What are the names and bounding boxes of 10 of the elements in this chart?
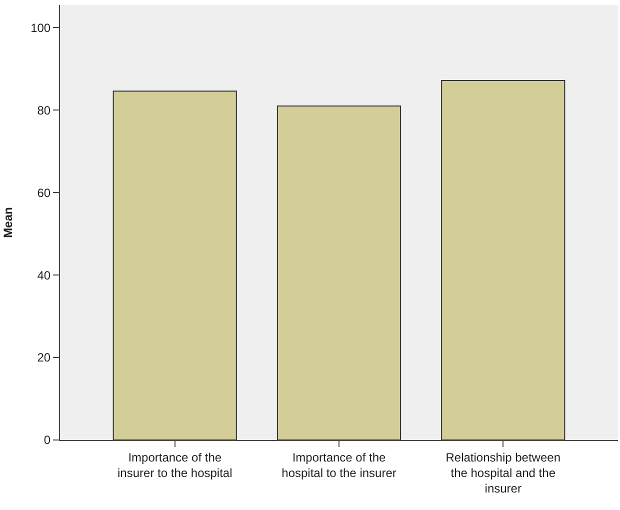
- x-tick-label: Importance of the insurer to the hospital: [118, 450, 232, 480]
- x-tick-label: Importance of the hospital to the insurer: [282, 450, 396, 480]
- y-tick-label: 100: [30, 20, 51, 35]
- y-tick-label: 60: [37, 186, 51, 200]
- x-tick-label: Relationship between the hospital and the insurer: [446, 450, 560, 496]
- y-tick-label: 40: [37, 268, 51, 282]
- y-tick-label: 0: [44, 433, 51, 448]
- y-axis-title: Mean: [0, 207, 15, 238]
- y-tick-label: 80: [37, 103, 51, 118]
- y-tick-label: 20: [37, 350, 51, 365]
